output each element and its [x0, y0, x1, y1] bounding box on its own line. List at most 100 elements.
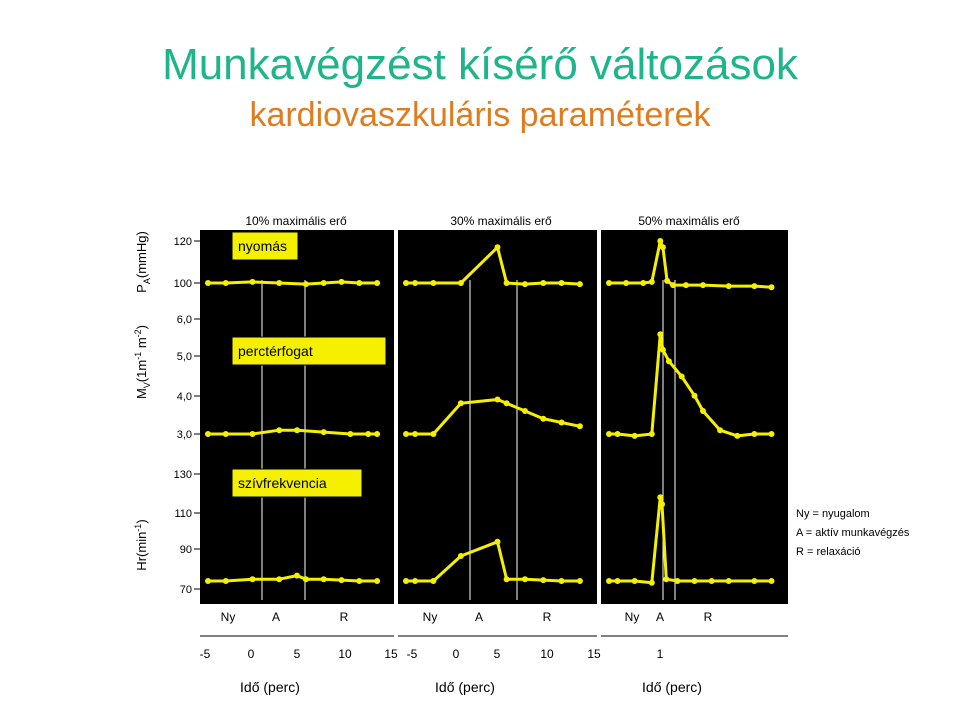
- data-point: [249, 576, 256, 583]
- data-point: [665, 358, 672, 365]
- data-point: [205, 578, 211, 584]
- data-point: [276, 280, 283, 286]
- data-point: [606, 578, 612, 584]
- data-point: [403, 280, 409, 286]
- row-2-ylabel: MV(1m-1 m-2): [133, 325, 152, 399]
- label-nyomas-box: [231, 231, 299, 261]
- data-point: [276, 576, 283, 583]
- data-point: [374, 280, 381, 286]
- data-point: [540, 280, 547, 286]
- data-point: [412, 431, 419, 437]
- data-point: [657, 494, 664, 501]
- data-point: [522, 408, 528, 414]
- data-point: [691, 578, 698, 584]
- data-point: [320, 280, 327, 286]
- data-point: [751, 431, 758, 437]
- y-tick-label: 90: [180, 544, 192, 556]
- label-szivfrekvencia-box: [231, 468, 363, 498]
- data-point: [691, 392, 698, 399]
- series-line-row1-panel1: [208, 280, 378, 286]
- label-nyomas: nyomás: [238, 238, 287, 254]
- data-point: [249, 278, 256, 285]
- phase-label: R: [340, 610, 349, 624]
- data-point: [576, 423, 583, 430]
- phase-label: R: [543, 610, 552, 624]
- data-point: [365, 431, 372, 437]
- data-point: [631, 578, 638, 584]
- data-point: [768, 578, 775, 584]
- data-point: [430, 280, 437, 286]
- data-point: [320, 429, 327, 436]
- data-point: [338, 577, 345, 584]
- data-point: [412, 280, 419, 286]
- phase-label: Ny: [625, 610, 640, 624]
- label-percterfogat-box: [231, 336, 387, 366]
- x-axis-label-3: Idő (perc): [642, 679, 702, 695]
- row-3-ylabel: Hr(min-1): [133, 519, 149, 570]
- legend: Ny = nyugalom A = aktív munkavégzés R = …: [796, 505, 909, 562]
- data-point: [356, 578, 363, 584]
- panel-header-3: 50% maximális erő: [638, 214, 740, 228]
- phase-label: R: [704, 610, 713, 624]
- x-tick-label: 15: [384, 647, 398, 661]
- data-point: [768, 431, 775, 437]
- phase-label: Ny: [423, 610, 438, 624]
- chart-panel-1: [200, 230, 394, 604]
- series-line-row3-panel2: [406, 540, 580, 583]
- data-point: [717, 427, 724, 434]
- y-tick-label: 4,0: [177, 391, 192, 403]
- page-subtitle: kardiovaszkuláris paraméterek: [249, 96, 711, 134]
- data-point: [614, 578, 621, 584]
- data-point: [657, 331, 664, 338]
- y-tick-label: 3,0: [177, 429, 192, 441]
- x-tick-label: 5: [294, 647, 301, 661]
- data-point: [700, 408, 706, 414]
- data-point: [205, 431, 211, 437]
- x-axis-label-2: Idő (perc): [435, 679, 495, 695]
- data-point: [659, 244, 666, 251]
- data-point: [249, 431, 256, 437]
- data-point: [457, 400, 464, 407]
- data-point: [457, 280, 464, 286]
- data-point: [558, 280, 565, 286]
- data-point: [648, 431, 655, 437]
- y-tick-label: 130: [174, 469, 192, 481]
- data-point: [374, 431, 381, 437]
- x-axis-label-1: Idő (perc): [240, 679, 300, 695]
- phase-label: A: [475, 610, 483, 624]
- data-point: [430, 578, 437, 584]
- y-tick-label: 100: [174, 278, 192, 290]
- panel-header-1: 10% maximális erő: [245, 214, 347, 228]
- legend-item-r: R = relaxáció: [796, 546, 861, 558]
- data-point: [663, 576, 670, 583]
- data-point: [302, 576, 309, 583]
- data-point: [640, 280, 647, 286]
- data-point: [678, 373, 685, 380]
- x-tick-label: 1: [657, 647, 664, 661]
- data-point: [670, 282, 677, 289]
- data-point: [725, 578, 732, 584]
- data-point: [347, 431, 354, 437]
- data-point: [614, 431, 621, 437]
- x-tick-label: 10: [338, 647, 352, 661]
- series-line-row3-panel1: [208, 574, 378, 583]
- data-point: [338, 278, 345, 285]
- data-point: [664, 277, 671, 284]
- legend-item-a: A = aktív munkavégzés: [796, 527, 910, 539]
- y-tick-label: 6,0: [177, 314, 192, 326]
- data-point: [374, 578, 381, 584]
- data-point: [648, 278, 655, 285]
- data-point: [222, 280, 229, 286]
- x-tick-label: 0: [248, 647, 255, 661]
- data-point: [659, 346, 666, 353]
- data-point: [294, 427, 300, 434]
- chart-panel-3: [601, 230, 788, 604]
- label-percterfogat: perctérfogat: [238, 343, 313, 359]
- y-tick-label: 5,0: [177, 351, 192, 363]
- data-point: [606, 280, 612, 286]
- phase-label: A: [656, 610, 664, 624]
- data-point: [751, 283, 758, 290]
- data-point: [522, 576, 528, 583]
- label-szivfrekvencia: szívfrekvencia: [238, 475, 327, 491]
- data-point: [205, 280, 211, 286]
